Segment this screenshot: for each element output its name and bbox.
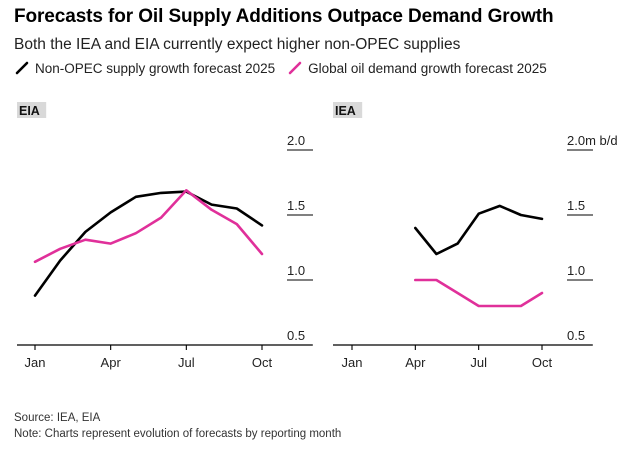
panel-label: EIA <box>19 104 40 118</box>
footnote: Note: Charts represent evolution of fore… <box>14 428 342 440</box>
x-tick-label: Oct <box>532 355 553 370</box>
legend-swatch-demand-icon <box>288 61 302 75</box>
legend-label-supply: Non-OPEC supply growth forecast 2025 <box>35 60 276 76</box>
panel-label-bg <box>17 102 47 118</box>
legend: Non-OPEC supply growth forecast 2025 Glo… <box>14 60 559 76</box>
series-line-demand <box>33 189 264 264</box>
panel-label: IEA <box>335 104 356 118</box>
panel-label-bg <box>333 102 363 118</box>
legend-swatch-supply-icon <box>15 61 29 75</box>
legend-item-supply: Non-OPEC supply growth forecast 2025 <box>14 60 275 76</box>
x-tick-label: Jan <box>342 355 363 370</box>
series-line-supply <box>33 190 264 297</box>
chart-panel-eia: EIA 0.5 1.0 1.5 2.0 Jan Apr Jul Oct <box>17 102 313 370</box>
legend-label-demand: Global oil demand growth forecast 2025 <box>308 60 547 76</box>
y-tick-label: 0.5 <box>567 328 585 343</box>
x-tick-label: Jul <box>178 355 195 370</box>
y-tick-label: 1.0 <box>567 263 585 278</box>
source-note: Source: IEA, EIA <box>14 412 101 424</box>
chart-panel-iea: IEA 0.5 1.0 1.5 2.0m b/d Jan Apr Jul Oct <box>333 102 618 370</box>
chart-subtitle: Both the IEA and EIA currently expect hi… <box>14 36 461 53</box>
y-tick-label: 1.0 <box>287 263 305 278</box>
series-line-demand <box>413 278 544 308</box>
x-tick-label: Oct <box>252 355 273 370</box>
x-tick-label: Apr <box>405 355 426 370</box>
y-tick-label: 2.0 <box>287 133 305 148</box>
y-tick-label: 0.5 <box>287 328 305 343</box>
x-tick-label: Jul <box>470 355 487 370</box>
y-tick-label: 1.5 <box>287 198 305 213</box>
y-tick-label: 2.0m b/d <box>567 133 618 148</box>
legend-item-demand: Global oil demand growth forecast 2025 <box>287 60 547 76</box>
series-line-supply <box>413 204 544 256</box>
x-tick-label: Jan <box>25 355 46 370</box>
x-tick-label: Apr <box>101 355 122 370</box>
y-tick-label: 1.5 <box>567 198 585 213</box>
chart-title: Forecasts for Oil Supply Additions Outpa… <box>14 6 554 27</box>
